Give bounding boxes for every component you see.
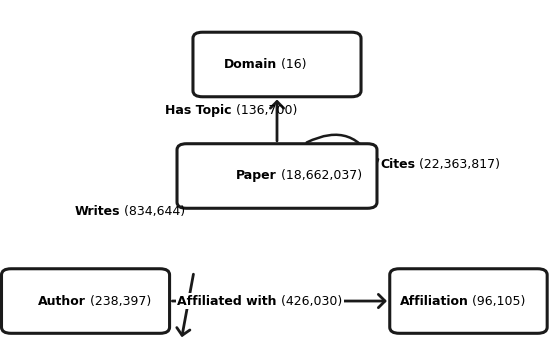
- Text: Paper: Paper: [236, 170, 277, 182]
- Text: Cites: Cites: [381, 158, 416, 171]
- FancyBboxPatch shape: [390, 269, 547, 333]
- FancyBboxPatch shape: [2, 269, 170, 333]
- FancyArrowPatch shape: [172, 294, 385, 308]
- Text: (96,105): (96,105): [469, 295, 526, 308]
- Text: (238,397): (238,397): [85, 295, 151, 308]
- FancyBboxPatch shape: [177, 144, 377, 208]
- Text: Has Topic: Has Topic: [165, 103, 232, 117]
- FancyBboxPatch shape: [193, 32, 361, 97]
- Text: (16): (16): [277, 58, 306, 71]
- Text: Author: Author: [38, 295, 85, 308]
- FancyArrowPatch shape: [270, 101, 284, 141]
- Text: Affiliated with: Affiliated with: [177, 295, 277, 308]
- FancyArrowPatch shape: [306, 135, 378, 166]
- Text: Writes: Writes: [75, 205, 120, 218]
- Text: Domain: Domain: [224, 58, 277, 71]
- Text: (136,700): (136,700): [232, 103, 297, 117]
- Text: (834,644): (834,644): [120, 205, 185, 218]
- Text: (22,363,817): (22,363,817): [416, 158, 500, 171]
- Text: (426,030): (426,030): [277, 295, 342, 308]
- Text: (18,662,037): (18,662,037): [277, 170, 362, 182]
- FancyArrowPatch shape: [177, 274, 193, 335]
- Text: Affiliation: Affiliation: [399, 295, 469, 308]
